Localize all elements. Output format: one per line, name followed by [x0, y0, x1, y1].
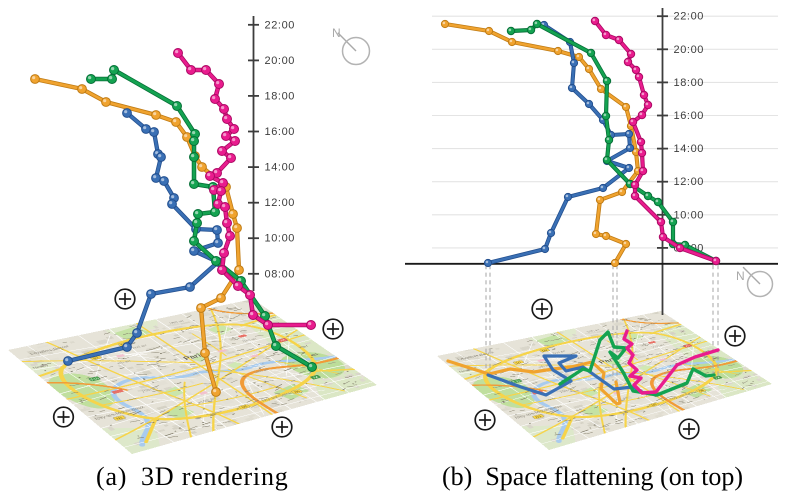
svg-text:22:00: 22:00	[674, 11, 705, 23]
svg-text:16:00: 16:00	[265, 126, 296, 138]
svg-text:16:00: 16:00	[674, 110, 705, 122]
svg-text:08:00: 08:00	[265, 268, 296, 280]
svg-text:12:00: 12:00	[265, 197, 296, 209]
svg-text:22:00: 22:00	[265, 19, 296, 31]
svg-text:N: N	[736, 269, 745, 283]
svg-text:20:00: 20:00	[265, 55, 296, 67]
svg-text:N: N	[332, 26, 341, 40]
svg-text:12:00: 12:00	[674, 176, 705, 188]
svg-text:14:00: 14:00	[674, 143, 705, 155]
svg-text:10:00: 10:00	[674, 209, 705, 221]
svg-text:20:00: 20:00	[674, 44, 705, 56]
svg-text:14:00: 14:00	[265, 162, 296, 174]
svg-text:18:00: 18:00	[265, 90, 296, 102]
svg-text:18:00: 18:00	[674, 77, 705, 89]
svg-text:10:00: 10:00	[265, 233, 296, 245]
